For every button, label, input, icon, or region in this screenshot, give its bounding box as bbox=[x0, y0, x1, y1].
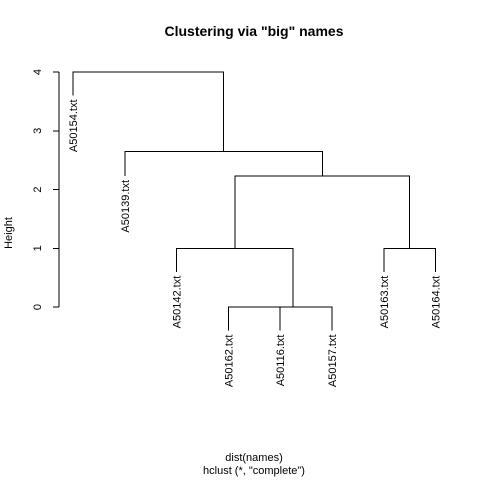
leaf-label: A50163.txt bbox=[379, 276, 391, 329]
chart-title: Clustering via "big" names bbox=[165, 23, 344, 39]
merge-link bbox=[176, 247, 294, 307]
y-tick-label: 1 bbox=[32, 245, 44, 251]
leaf-label: A50164.txt bbox=[431, 276, 443, 329]
leaf-label: A50157.txt bbox=[327, 335, 339, 388]
y-tick-label: 0 bbox=[32, 304, 44, 310]
y-axis-label: Height bbox=[3, 217, 15, 249]
y-tick-label: 2 bbox=[32, 186, 44, 192]
leaf-labels: A50154.txt A50139.txt A50142.txt A50162.txt… bbox=[68, 100, 443, 388]
merge-link bbox=[72, 71, 225, 152]
dendrogram-tree bbox=[72, 71, 437, 331]
merge-link bbox=[227, 306, 281, 331]
leaf-label: A50116.txt bbox=[275, 335, 287, 387]
leaf-label: A50162.txt bbox=[223, 335, 235, 388]
leaf-label: A50139.txt bbox=[120, 180, 132, 233]
leaf-label: A50154.txt bbox=[68, 100, 80, 153]
merge-link bbox=[124, 150, 323, 176]
leaf-label: A50142.txt bbox=[172, 276, 184, 329]
merge-link bbox=[254, 306, 333, 331]
chart-subtitle: hclust (*, "complete") bbox=[203, 465, 305, 477]
y-tick-label: 3 bbox=[32, 128, 44, 134]
y-axis: 0 1 2 3 4 bbox=[32, 69, 60, 310]
merge-link bbox=[383, 247, 437, 272]
y-tick-label: 4 bbox=[32, 69, 44, 75]
x-axis-label: dist(names) bbox=[225, 452, 282, 464]
merge-link bbox=[234, 175, 411, 249]
